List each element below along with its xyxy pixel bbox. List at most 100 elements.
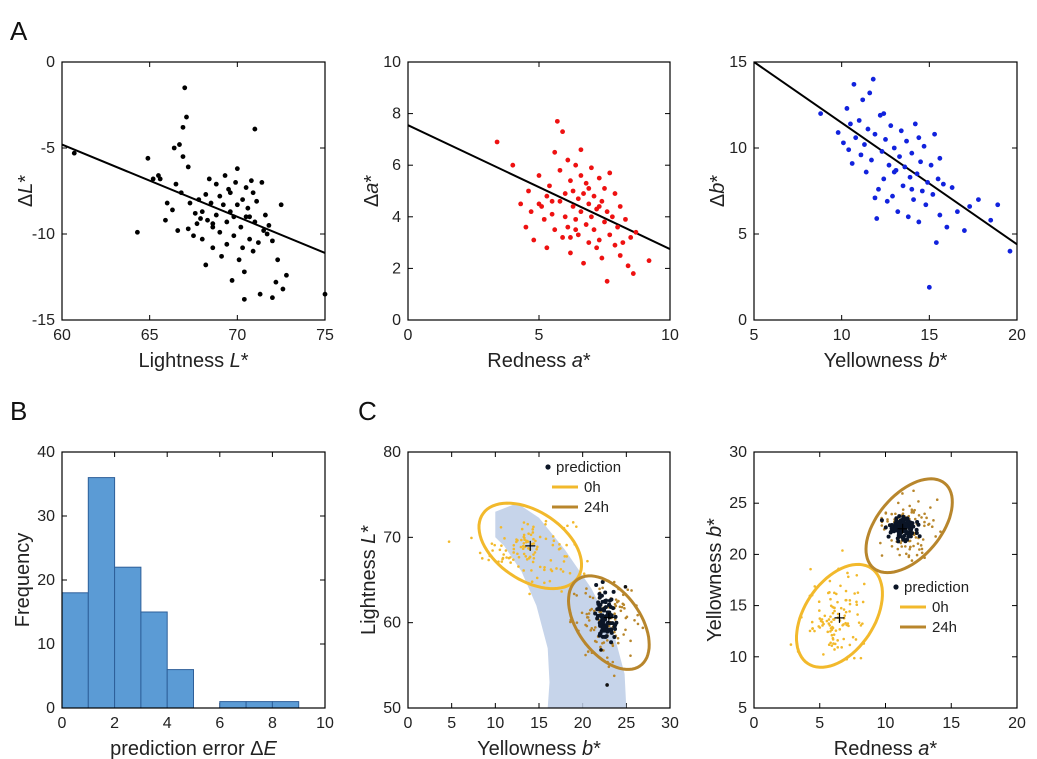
sample-point-24h (611, 644, 615, 648)
sample-point-0h (499, 526, 503, 529)
y-tick-label: 10 (729, 140, 747, 157)
y-axis-label: Δa* (361, 175, 383, 207)
sample-point-0h (478, 551, 482, 555)
data-point (599, 198, 605, 204)
prediction-point (600, 599, 605, 604)
y-tick-label: 10 (729, 649, 747, 666)
sample-point-0h (825, 619, 829, 623)
sample-point-24h (894, 512, 897, 516)
sample-point-24h (917, 513, 921, 517)
sample-point-0h (848, 610, 851, 613)
data-point (888, 123, 894, 129)
confidence-band (495, 503, 627, 708)
legend-prediction-marker (545, 464, 551, 470)
data-point (612, 242, 618, 248)
sample-point-0h (838, 628, 842, 631)
sample-point-24h (616, 636, 620, 640)
sample-point-0h (822, 653, 825, 656)
sample-point-0h (836, 646, 840, 649)
prediction-point (609, 630, 614, 635)
data-point (510, 162, 516, 168)
x-tick-label: 75 (316, 327, 334, 344)
legend-prediction-label: prediction (904, 579, 969, 596)
data-point (565, 157, 571, 163)
x-axis-label: Yellowness b* (477, 738, 601, 759)
sample-point-0h (538, 535, 542, 539)
prediction-point (604, 598, 609, 603)
data-point (918, 159, 923, 165)
histogram-bar (166, 669, 194, 709)
sample-point-24h (630, 589, 633, 592)
sample-point-0h (544, 537, 548, 541)
panel-label-c: C (358, 396, 377, 426)
sample-point-24h (589, 629, 593, 632)
sample-point-0h (500, 544, 503, 547)
data-point (937, 212, 943, 218)
sample-point-0h (851, 635, 855, 639)
data-point (523, 224, 529, 230)
x-tick-label: 15 (920, 327, 938, 344)
sample-point-24h (912, 544, 915, 548)
sample-point-0h (525, 558, 529, 561)
sample-point-0h (515, 540, 518, 544)
data-point (224, 219, 230, 225)
sample-point-24h (606, 639, 609, 642)
sample-point-0h (520, 538, 523, 542)
sample-point-24h (620, 605, 624, 609)
data-point (178, 190, 184, 196)
sample-point-0h (836, 600, 839, 604)
sample-point-0h (533, 551, 537, 554)
prediction-point (605, 627, 610, 632)
data-point (270, 295, 275, 301)
sample-point-0h (500, 560, 504, 563)
data-point (270, 238, 275, 244)
sample-point-24h (629, 639, 632, 643)
prediction-point (883, 525, 888, 530)
data-point (224, 241, 230, 247)
data-point (916, 219, 922, 225)
prediction-point (609, 640, 614, 645)
prediction-point (895, 536, 900, 541)
x-tick-label: 65 (141, 327, 159, 344)
sample-point-0h (833, 609, 836, 613)
y-axis-label: Δb* (707, 175, 729, 207)
prediction-point (596, 613, 601, 618)
sample-point-0h (813, 629, 816, 633)
panel-label-a: A (10, 16, 28, 46)
x-axis-label: Redness a* (487, 350, 591, 372)
sample-point-0h (516, 552, 519, 556)
prediction-point (601, 625, 606, 630)
sample-point-24h (918, 548, 921, 551)
sample-point-24h (890, 539, 893, 542)
legend-label-24h: 24h (584, 499, 609, 516)
data-point (573, 162, 579, 168)
sample-point-24h (626, 588, 630, 592)
data-point (907, 174, 913, 180)
data-point (589, 214, 594, 220)
data-point (870, 76, 876, 82)
data-point (891, 145, 897, 151)
sample-point-24h (618, 605, 622, 609)
data-point (544, 245, 550, 251)
sample-point-0h (823, 614, 827, 618)
data-point (203, 192, 209, 197)
data-point (180, 154, 186, 160)
data-point (528, 209, 534, 215)
data-point (203, 262, 209, 268)
sample-point-0h (565, 543, 568, 547)
sample-point-24h (901, 508, 905, 511)
sample-point-0h (827, 622, 831, 625)
data-point (180, 124, 186, 130)
data-point (848, 121, 853, 127)
legend-label-0h: 0h (584, 479, 601, 496)
sample-point-0h (842, 637, 846, 641)
sample-point-24h (616, 641, 620, 645)
data-point (890, 193, 895, 199)
sample-point-24h (636, 622, 640, 626)
sample-point-24h (927, 523, 930, 526)
sample-point-24h (880, 554, 884, 557)
data-point (206, 176, 212, 182)
prediction-point (896, 521, 901, 526)
sample-point-0h (512, 547, 516, 551)
